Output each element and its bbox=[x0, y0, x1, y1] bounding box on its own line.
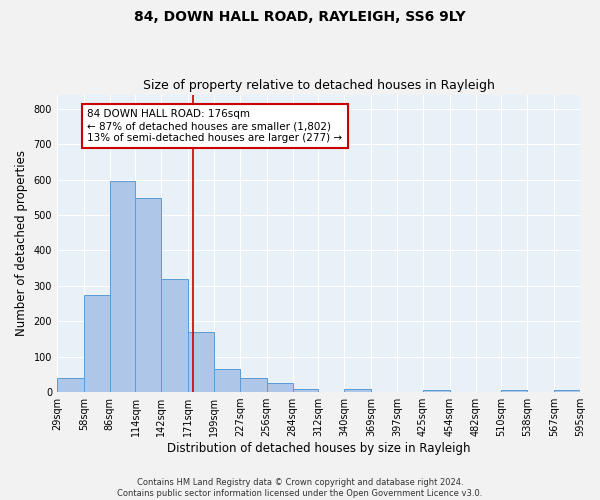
Bar bbox=[423, 390, 449, 392]
Bar bbox=[161, 278, 188, 392]
Bar bbox=[214, 369, 240, 392]
Bar bbox=[293, 388, 319, 392]
X-axis label: Distribution of detached houses by size in Rayleigh: Distribution of detached houses by size … bbox=[167, 442, 470, 455]
Y-axis label: Number of detached properties: Number of detached properties bbox=[15, 150, 28, 336]
Bar bbox=[502, 390, 527, 392]
Text: 84 DOWN HALL ROAD: 176sqm
← 87% of detached houses are smaller (1,802)
13% of se: 84 DOWN HALL ROAD: 176sqm ← 87% of detac… bbox=[88, 110, 343, 142]
Bar bbox=[554, 390, 580, 392]
Bar bbox=[240, 378, 267, 392]
Bar bbox=[267, 383, 293, 392]
Text: Contains HM Land Registry data © Crown copyright and database right 2024.
Contai: Contains HM Land Registry data © Crown c… bbox=[118, 478, 482, 498]
Bar bbox=[110, 182, 136, 392]
Bar bbox=[344, 388, 371, 392]
Bar bbox=[84, 294, 110, 392]
Bar bbox=[136, 198, 161, 392]
Text: 84, DOWN HALL ROAD, RAYLEIGH, SS6 9LY: 84, DOWN HALL ROAD, RAYLEIGH, SS6 9LY bbox=[134, 10, 466, 24]
Title: Size of property relative to detached houses in Rayleigh: Size of property relative to detached ho… bbox=[143, 79, 494, 92]
Bar bbox=[57, 378, 84, 392]
Bar bbox=[188, 332, 214, 392]
